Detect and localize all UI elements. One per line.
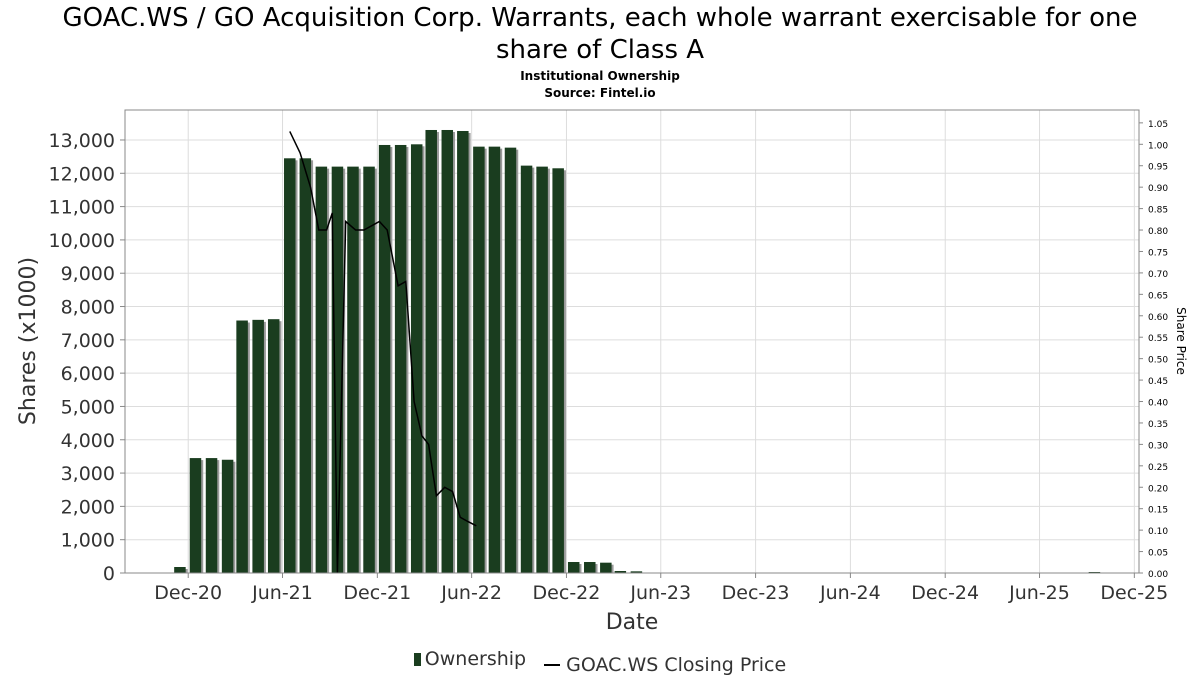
y2-tick-label: 0.75 [1148,248,1168,258]
ownership-bar [504,147,517,573]
x-tick-label: Dec-25 [1100,582,1168,604]
ownership-bar [536,166,548,573]
y2-tick-label: 0.50 [1148,356,1168,366]
y2-tick-label: 0.15 [1148,506,1168,516]
ownership-bar [441,129,454,574]
chart-title-line1: GOAC.WS / GO Acquisition Corp. Warrants,… [62,3,1138,33]
y-tick-label: 12,000 [49,163,115,185]
plot-frame [124,109,1140,574]
y-tick-label: 4,000 [61,430,115,452]
ownership-bar [488,146,501,573]
ownership-bar [567,562,580,573]
legend-ownership-label: Ownership [424,648,527,670]
y-tick-label: 3,000 [61,463,115,485]
legend: Ownership GOAC.WS Closing Price [0,648,1200,676]
y2-tick-label: 0.85 [1148,206,1168,216]
y2-tick-label: 0.65 [1148,291,1168,301]
price-line-path [289,131,477,574]
y2-tick-label: 0.25 [1148,463,1168,473]
y-tick-label: 9,000 [61,263,115,285]
y2-tick-label: 0.90 [1148,184,1168,194]
chart-source: Source: Fintel.io [544,86,656,100]
ownership-bar [552,168,564,573]
ownership-bar [630,571,643,573]
x-tick-label: Dec-22 [533,582,601,604]
ownership-bar [315,166,328,573]
ownership-bar [394,144,407,573]
y-tick-label: 1,000 [61,530,115,552]
y2-axis-ticks: 0.00 0.05 0.10 0.15 0.20 0.25 0.30 0.35 0.40 0.45… [1139,120,1168,580]
ownership-bar [520,165,533,573]
y-tick-label: 13,000 [49,130,115,152]
y-tick-label: 7,000 [61,330,115,352]
ownership-bar [584,562,596,573]
ownership-bar [473,146,485,573]
x-tick-label: Jun-22 [440,582,502,604]
y2-tick-label: 0.55 [1148,334,1168,344]
y-tick-label: 0 [103,563,115,585]
x-tick-label: Dec-24 [911,582,979,604]
y2-tick-label: 1.00 [1148,141,1168,151]
y2-tick-label: 0.30 [1148,441,1168,451]
ownership-bar [174,567,186,573]
y2-tick-label: 0.05 [1148,549,1168,559]
x-tick-label: Dec-23 [722,582,790,604]
y2-tick-label: 0.20 [1148,484,1168,494]
ownership-bar [205,458,218,573]
y2-tick-label: 0.10 [1148,527,1168,537]
legend-price: GOAC.WS Closing Price [536,654,786,676]
ownership-bar [410,144,423,573]
chart-subtitle: Institutional Ownership [520,69,680,83]
y-tick-label: 8,000 [61,297,115,319]
ownership-bar [614,571,627,573]
legend-price-label: GOAC.WS Closing Price [566,653,787,676]
ownership-bar [236,320,248,573]
y2-tick-label: 0.80 [1148,227,1168,237]
y2-tick-label: 0.60 [1148,313,1168,323]
x-tick-label: Dec-21 [343,582,411,604]
ownership-swatch [413,652,421,666]
y-axis-label: Shares (x1000) [16,257,41,425]
ownership-bar [252,319,264,573]
y2-tick-label: 0.35 [1148,420,1168,430]
y2-tick-label: 1.05 [1148,120,1168,130]
y-tick-label: 6,000 [61,363,115,385]
price-line [289,131,477,574]
ownership-bar [299,158,312,573]
y-tick-label: 10,000 [49,230,115,252]
x-tick-label: Jun-24 [819,582,881,604]
x-tick-label: Jun-21 [251,582,313,604]
x-axis-label: Date [606,610,659,635]
x-axis-ticks: Dec-20 Jun-21 Dec-21 Jun-22 Dec-22 Jun-23 Dec-… [154,573,1168,604]
x-tick-label: Jun-23 [629,582,691,604]
y-tick-label: 2,000 [61,496,115,518]
ownership-bar [425,129,437,574]
ownership-bar [457,130,469,573]
legend-ownership: Ownership [413,648,527,670]
ownership-bar [331,166,344,573]
ownership-bars [174,129,1101,574]
y-axis-ticks: 0 1,000 2,000 3,000 4,000 5,000 6,000 7,000 8,00… [49,130,125,585]
ownership-bar [347,166,359,573]
y2-tick-label: 0.00 [1148,570,1168,580]
y-tick-label: 5,000 [61,396,115,418]
y2-tick-label: 0.45 [1148,377,1168,387]
price-swatch [544,663,561,666]
y2-axis-label: Share Price [1174,307,1188,375]
ownership-bar [267,319,280,573]
ownership-bar [600,562,612,573]
chart-title-line2: share of Class A [495,35,705,65]
y2-tick-label: 0.95 [1148,163,1168,173]
x-tick-label: Dec-20 [154,582,222,604]
ownership-bar [284,158,296,573]
ownership-bar [189,458,202,573]
x-tick-label: Jun-25 [1008,582,1070,604]
y-tick-label: 11,000 [49,197,115,219]
ownership-bar [363,166,375,573]
y2-tick-label: 0.40 [1148,399,1168,409]
ownership-bar [221,459,234,573]
ownership-bar [378,144,391,573]
y2-tick-label: 0.70 [1148,270,1168,280]
